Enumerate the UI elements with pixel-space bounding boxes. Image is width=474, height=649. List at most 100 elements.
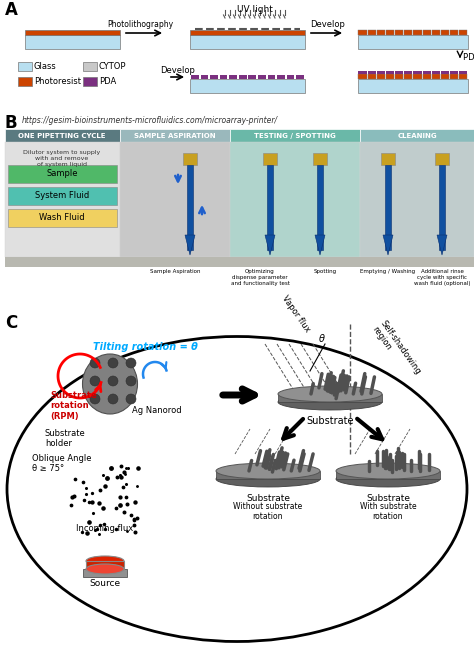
Bar [120, 129, 230, 142]
Circle shape [108, 394, 118, 404]
Bar [190, 30, 305, 35]
Bar [404, 30, 412, 35]
Polygon shape [437, 235, 447, 255]
Bar [230, 142, 360, 257]
Bar [229, 75, 237, 79]
Bar [278, 394, 382, 402]
Text: Ag Nanorod: Ag Nanorod [132, 406, 182, 415]
Bar [5, 257, 474, 267]
Bar [123, 147, 168, 207]
Bar [8, 165, 117, 183]
Polygon shape [185, 235, 195, 255]
Bar [386, 74, 394, 79]
Text: ONE PIPETTING CYCLE: ONE PIPETTING CYCLE [18, 133, 106, 139]
Ellipse shape [278, 386, 382, 402]
Circle shape [126, 358, 136, 368]
Text: Spotting: Spotting [313, 269, 337, 274]
Bar [83, 62, 97, 71]
Ellipse shape [82, 354, 137, 414]
Circle shape [126, 394, 136, 404]
Text: System Fluid: System Fluid [35, 191, 89, 201]
Text: CLEANING: CLEANING [397, 133, 437, 139]
Ellipse shape [336, 471, 440, 487]
Bar [358, 79, 468, 93]
Bar [459, 71, 467, 74]
Text: Glass: Glass [34, 62, 57, 71]
Bar [25, 30, 120, 35]
Bar [239, 75, 246, 79]
Text: Substrate: Substrate [306, 416, 354, 426]
Bar [450, 30, 458, 35]
Bar [317, 165, 323, 250]
Bar [25, 35, 120, 49]
Bar [313, 153, 327, 165]
Circle shape [90, 394, 100, 404]
Bar [423, 30, 431, 35]
Text: Vapor flux: Vapor flux [280, 294, 312, 334]
Bar [210, 75, 218, 79]
Text: Additional rinse
cycle with specific
wash fluid (optional): Additional rinse cycle with specific was… [414, 269, 470, 286]
Text: SAMPLE ASPIRATION: SAMPLE ASPIRATION [134, 133, 216, 139]
Text: PDA: PDA [99, 77, 116, 86]
Bar [263, 153, 277, 165]
Bar [377, 30, 385, 35]
Bar [358, 35, 468, 49]
Bar [459, 74, 467, 79]
Text: C: C [5, 314, 17, 332]
Text: Substrate: Substrate [366, 494, 410, 503]
Bar [86, 561, 124, 569]
Bar [413, 71, 422, 74]
Bar [395, 71, 403, 74]
Bar [363, 147, 403, 207]
Bar [230, 129, 360, 142]
Bar [183, 153, 197, 165]
Bar [368, 30, 376, 35]
Text: Self-shadowing
region: Self-shadowing region [370, 319, 422, 382]
Bar [360, 142, 474, 257]
Bar [395, 30, 403, 35]
Bar [358, 71, 367, 74]
Bar [377, 71, 385, 74]
Bar [432, 30, 440, 35]
Bar [8, 187, 117, 205]
Bar [83, 569, 127, 577]
Text: $\theta$: $\theta$ [318, 332, 326, 344]
Bar [439, 165, 445, 250]
Text: With substrate
rotation: With substrate rotation [360, 502, 416, 521]
Bar [432, 71, 440, 74]
Text: CYTOP: CYTOP [99, 62, 127, 71]
Text: Tilting rotation = θ: Tilting rotation = θ [92, 342, 198, 352]
Bar [287, 75, 294, 79]
Bar [423, 71, 431, 74]
Bar [385, 165, 391, 250]
Bar [368, 71, 376, 74]
Bar [441, 74, 449, 79]
Circle shape [90, 358, 100, 368]
Bar [258, 75, 265, 79]
Text: Photoresist: Photoresist [34, 77, 81, 86]
Bar [413, 74, 422, 79]
Polygon shape [383, 235, 393, 255]
Ellipse shape [278, 394, 382, 410]
Text: Without substrate
rotation: Without substrate rotation [233, 502, 302, 521]
Bar [386, 30, 394, 35]
Bar [191, 75, 199, 79]
Bar [395, 74, 403, 79]
Text: Incoming flux: Incoming flux [76, 524, 134, 533]
Bar [386, 71, 394, 74]
Text: Photolithography: Photolithography [107, 20, 173, 29]
Bar [187, 165, 193, 250]
Ellipse shape [86, 556, 124, 566]
Bar [435, 153, 449, 165]
Ellipse shape [86, 564, 124, 574]
Text: B: B [5, 114, 18, 132]
Text: Dilutor system to supply
with and remove
of system liquid: Dilutor system to supply with and remove… [23, 150, 100, 167]
Bar [277, 75, 285, 79]
Bar [368, 74, 376, 79]
Text: https://gesim-bioinstruments-microfluidics.com/microarray-printer/: https://gesim-bioinstruments-microfluidi… [22, 116, 278, 125]
Text: Substrate
rotation
(RPM): Substrate rotation (RPM) [50, 391, 97, 421]
Text: TESTING / SPOTTING: TESTING / SPOTTING [254, 133, 336, 139]
Bar [377, 74, 385, 79]
Ellipse shape [216, 463, 320, 479]
Circle shape [126, 376, 136, 386]
